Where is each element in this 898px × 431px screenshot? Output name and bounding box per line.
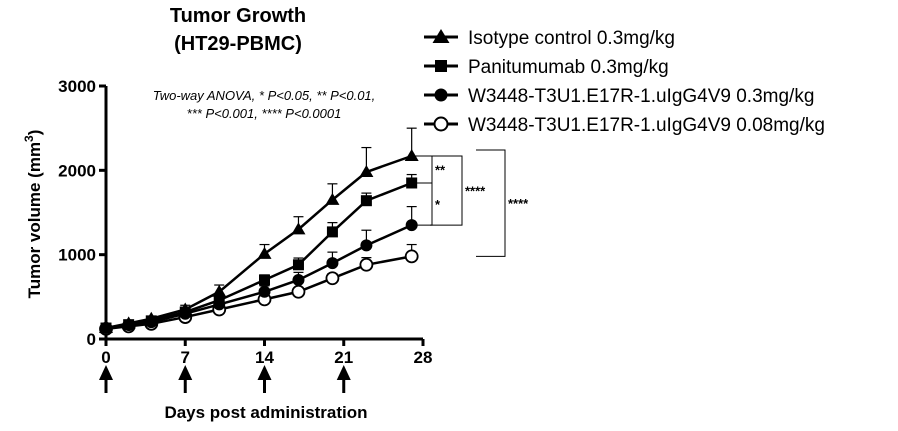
significance-label: **** [465, 184, 486, 199]
significance-bracket: **** [430, 155, 486, 226]
series-1 [100, 173, 418, 334]
chart-title: Tumor Growth [170, 5, 306, 27]
bracket-line [414, 182, 433, 226]
data-point-open-circle [404, 249, 419, 264]
data-point-filled-circle [326, 257, 339, 270]
x-tick-label: 0 [101, 348, 110, 367]
dosing-arrow-icon [178, 365, 193, 393]
data-point-triangle [404, 148, 419, 161]
data-point-filled-circle [292, 273, 305, 286]
data-point-triangle [121, 316, 136, 329]
legend: Isotype control 0.3mg/kg Panitumumab 0.3… [424, 28, 825, 136]
x-tick-label: 28 [414, 348, 433, 367]
filled-circle-marker-icon [434, 88, 448, 102]
anova-annotation-line1: Two-way ANOVA, * P<0.05, ** P<0.01, [153, 88, 376, 103]
arrow-head [257, 365, 272, 380]
significance-label: **** [508, 196, 529, 211]
legend-item-panitumumab: Panitumumab 0.3mg/kg [424, 57, 669, 78]
x-tick-label: 14 [255, 348, 274, 367]
legend-label-w3448-high: W3448-T3U1.E17R-1.uIgG4V9 0.3mg/kg [468, 86, 814, 107]
y-tick-label: 0 [87, 330, 96, 349]
data-point-open-circle [359, 257, 374, 272]
chart-subtitle: (HT29-PBMC) [174, 33, 302, 55]
bracket-line [476, 149, 506, 257]
square-marker-icon [435, 60, 447, 72]
significance-bracket: **** [476, 149, 529, 257]
significance-bracket: ** [414, 155, 446, 184]
data-point-square [259, 274, 270, 286]
dosing-arrows [99, 365, 351, 393]
axes: 0 1000 2000 3000 0 7 14 21 28 [58, 77, 432, 367]
series-0 [99, 127, 419, 334]
data-point-open-circle [291, 284, 306, 299]
triangle-marker-icon [432, 29, 450, 43]
significance-label: * [435, 197, 441, 212]
data-point-triangle [144, 311, 159, 324]
arrow-head [336, 365, 351, 380]
arrow-head [178, 365, 193, 380]
data-point-filled-circle [405, 219, 418, 232]
series-line [105, 255, 412, 331]
significance-bracket: * [414, 182, 441, 226]
data-point-square [292, 259, 304, 271]
dosing-arrow-icon [257, 365, 272, 393]
data-point-open-circle [325, 271, 340, 286]
data-point-square [406, 177, 418, 189]
legend-label-isotype: Isotype control 0.3mg/kg [468, 28, 675, 49]
data-point-triangle [99, 321, 113, 334]
legend-item-isotype: Isotype control 0.3mg/kg [424, 28, 675, 49]
anova-annotation-line2: *** P<0.001, **** P<0.0001 [187, 106, 342, 121]
y-tick-label: 3000 [58, 77, 96, 96]
legend-item-w3448-low: W3448-T3U1.E17R-1.uIgG4V9 0.08mg/kg [424, 115, 825, 136]
x-tick-label: 7 [181, 348, 190, 367]
series-line [105, 154, 413, 330]
x-axis-label: Days post administration [164, 403, 367, 422]
dosing-arrow-icon [99, 365, 113, 393]
legend-label-w3448-low: W3448-T3U1.E17R-1.uIgG4V9 0.08mg/kg [468, 115, 825, 136]
data-point-filled-circle [258, 285, 271, 298]
x-tick-label: 21 [334, 348, 353, 367]
data-point-square [213, 294, 225, 306]
arrow-head [99, 365, 113, 380]
data-point-triangle [212, 284, 227, 297]
legend-item-w3448-high: W3448-T3U1.E17R-1.uIgG4V9 0.3mg/kg [424, 86, 814, 107]
data-point-triangle [178, 302, 193, 315]
data-point-triangle [359, 165, 374, 178]
y-axis-label: Tumor volume (mm3) [22, 130, 44, 299]
series-layer [99, 127, 419, 336]
data-point-triangle [325, 192, 340, 205]
legend-label-panitumumab: Panitumumab 0.3mg/kg [468, 57, 669, 78]
y-tick-label: 1000 [58, 246, 96, 265]
series-line [105, 181, 413, 330]
bracket-line [430, 155, 463, 226]
data-point-triangle [257, 246, 272, 259]
significance-label: ** [435, 162, 446, 177]
data-point-square [360, 195, 372, 207]
y-tick-label: 2000 [58, 161, 96, 180]
open-circle-marker-icon [433, 116, 449, 132]
data-point-triangle [291, 222, 306, 235]
data-point-filled-circle [360, 239, 373, 252]
significance-brackets: *********** [414, 149, 529, 257]
data-point-square [326, 226, 338, 238]
dosing-arrow-icon [336, 365, 351, 393]
